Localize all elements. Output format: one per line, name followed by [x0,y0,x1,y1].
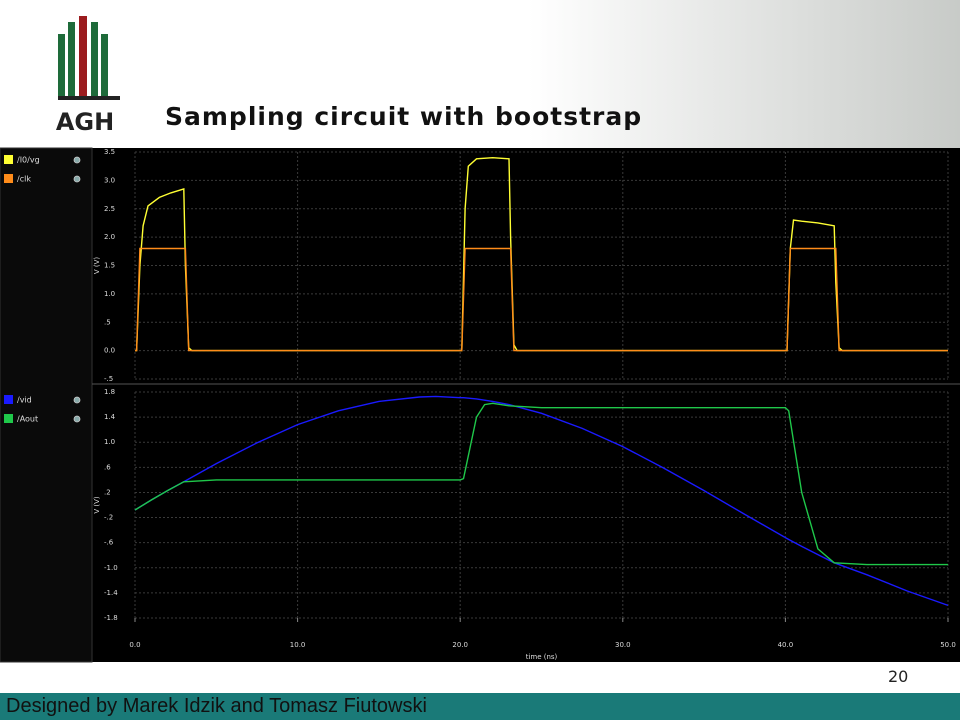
y-tick-label: 1.8 [104,388,115,396]
legend-swatch [4,395,13,404]
legend-label: /clk [17,175,31,184]
legend-eye [73,175,81,183]
legend-eye [73,156,81,164]
legend-label: /Aout [17,415,38,424]
legend-eye [73,396,81,404]
x-tick-label: 30.0 [615,641,631,649]
legend-swatch [4,414,13,423]
slide-title: Sampling circuit with bootstrap [165,102,642,131]
y-tick-label: -1.0 [104,564,118,572]
y-tick-label: 1.0 [104,438,115,446]
page-number: 20 [888,667,908,686]
series-line [134,402,948,566]
legend-swatch [4,155,13,164]
y-tick-label: -.2 [104,514,113,522]
series-line [135,247,948,352]
legend-label: /I0/vg [17,156,40,165]
legend-swatch [4,174,13,183]
y-tick-label: 3.5 [104,148,115,156]
y-tick-label: 3.0 [104,176,115,184]
y-tick-label: .6 [104,463,111,471]
y-tick-label: 0.0 [104,347,115,355]
plot-bg [0,148,960,662]
y-tick-label: 1.0 [104,290,115,298]
x-tick-label: 20.0 [452,641,468,649]
footer-text: Designed by Marek Idzik and Tomasz Fiuto… [6,695,427,717]
y-tick-label: 1.5 [104,262,115,270]
logo: AGH [56,16,120,136]
x-tick-label: 50.0 [940,641,956,649]
y-tick-label: 2.0 [104,233,115,241]
y-tick-label: .5 [104,318,111,326]
y-tick-label: -.5 [104,375,113,383]
x-tick-label: 40.0 [778,641,794,649]
legend-panel [0,147,93,663]
x-axis-label: time (ns) [526,653,558,661]
y-tick-label: -1.8 [104,614,118,622]
y-tick-label: 2.5 [104,205,115,213]
charts: 3.5 3.0 2.5 2.0 1.5 1.0 .5 0.0 -.5 V (V) /I0/vg/cl… [4,148,956,661]
legend-label: /vid [17,396,32,405]
x-tick-label: 10.0 [290,641,306,649]
series-line [134,395,949,607]
y-tick-label: .2 [104,488,111,496]
x-tick-label: 0.0 [129,641,140,649]
y-tick-label: 1.4 [104,413,116,421]
header-bg [0,0,960,148]
legend-eye [73,415,81,423]
y-tick-label: -.6 [104,539,114,547]
y-axis-label: V (V) [93,496,101,514]
logo-text: AGH [56,108,114,136]
y-tick-label: -1.4 [104,589,118,597]
footer-bar [0,693,960,720]
y-axis-label: V (V) [93,257,101,275]
series-line [135,156,948,352]
